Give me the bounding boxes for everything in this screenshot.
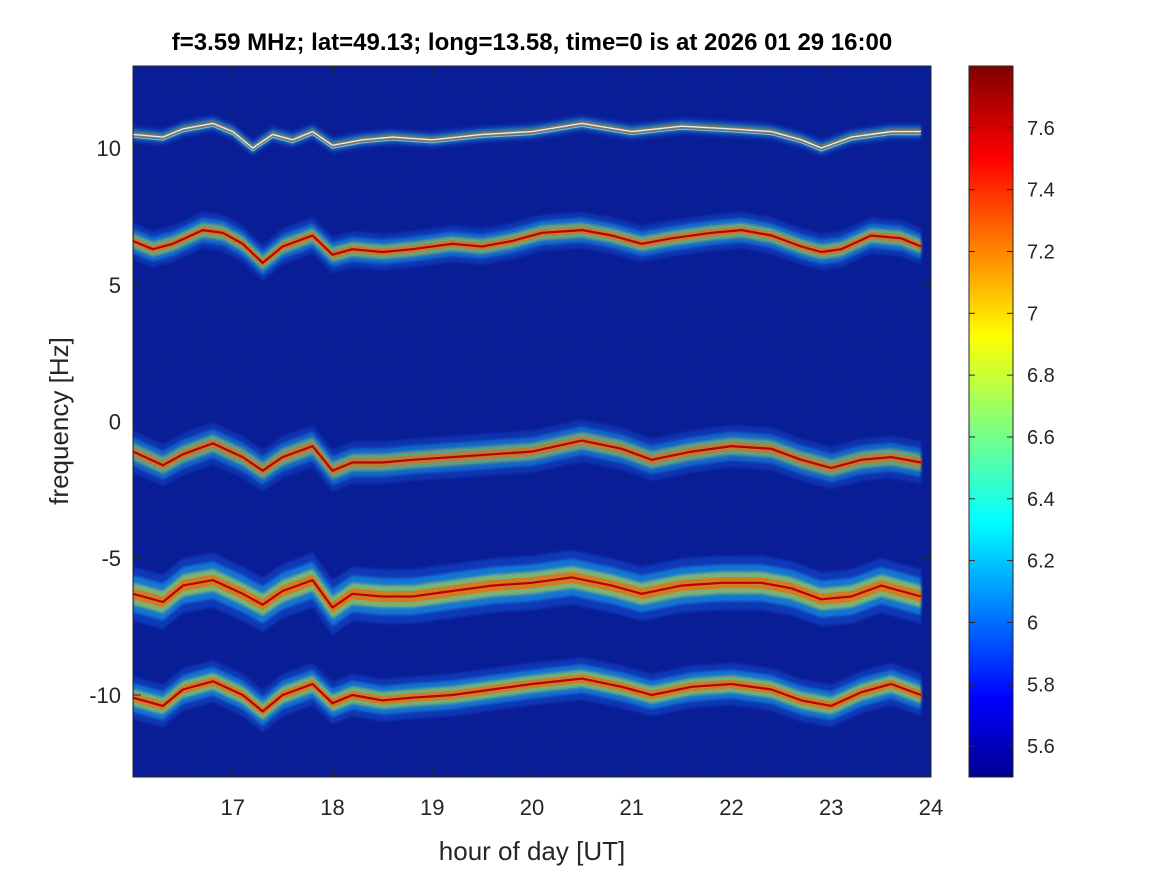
colorbar-tick-label: 7.6 [1027,118,1055,140]
y-tick-label: -5 [101,546,121,571]
colorbar-tick-label: 6.6 [1027,427,1055,449]
colorbar-gradient [969,66,1013,777]
x-tick-label: 21 [620,795,644,820]
y-axis: 10 5 0 -5 -10 [89,136,931,708]
plot-area [132,65,932,778]
colorbar-tick-label: 7.2 [1027,241,1055,263]
colorbar-tick-label: 7.4 [1027,180,1055,202]
colorbar-tick-label: 6.4 [1027,489,1055,511]
colorbar-frame [968,65,1014,778]
y-tick-label: -10 [89,683,121,708]
x-tick-label: 17 [221,795,245,820]
y-tick-label: 0 [109,410,121,435]
colorbar-tick-label: 5.8 [1027,674,1055,696]
x-tick-label: 20 [520,795,544,820]
x-tick-label: 24 [919,795,943,820]
x-tick-label: 22 [719,795,743,820]
colorbar-tick-label: 5.6 [1027,736,1055,758]
noise-texture [133,66,931,777]
y-tick-label: 5 [109,273,121,298]
y-axis-title: frequency [Hz] [44,337,74,505]
chart-title: f=3.59 MHz; lat=49.13; long=13.58, time=… [172,29,892,56]
x-axis-title: hour of day [UT] [439,836,625,866]
x-tick-label: 18 [320,795,344,820]
colorbar-ticks: 7.6 7.4 7.2 7 6.8 6.6 6.4 6.2 6 5.8 5.6 [969,118,1055,758]
colorbar-tick-label: 6.8 [1027,365,1055,387]
colorbar-tick-label: 6 [1027,612,1038,634]
x-tick-label: 23 [819,795,843,820]
y-tick-label: 10 [97,136,121,161]
colorbar-tick-label: 6.2 [1027,551,1055,573]
colorbar-tick-label: 7 [1027,303,1038,325]
colorbar: 7.6 7.4 7.2 7 6.8 6.6 6.4 6.2 6 5.8 5.6 [968,65,1055,778]
spectral-traces [133,66,931,777]
x-tick-label: 19 [420,795,444,820]
x-axis: 17 18 19 20 21 22 23 24 [221,66,943,820]
